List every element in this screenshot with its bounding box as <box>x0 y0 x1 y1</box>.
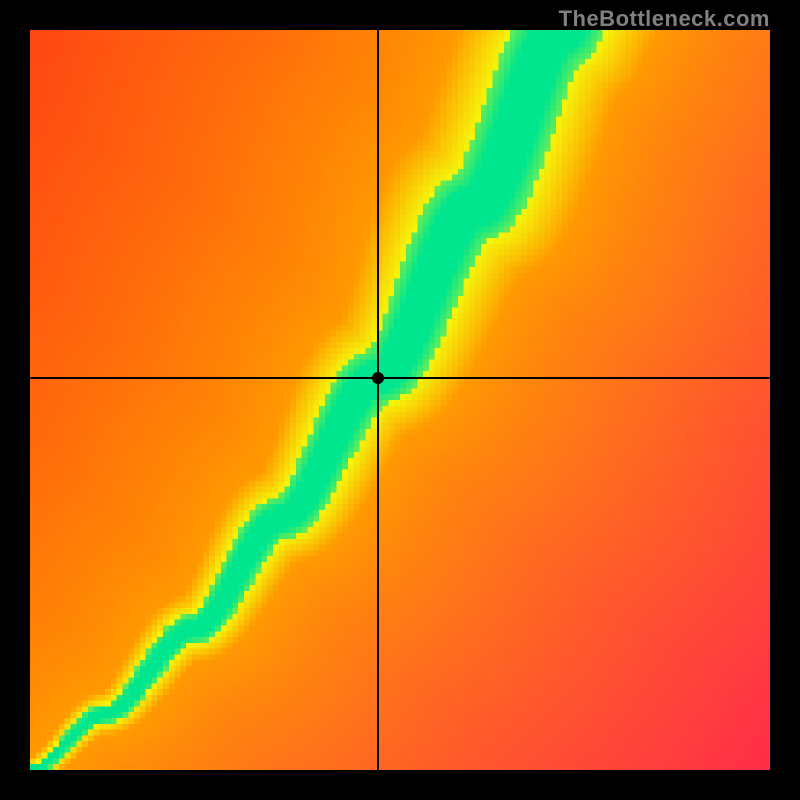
crosshair-horizontal <box>30 377 770 379</box>
crosshair-dot <box>372 372 384 384</box>
chart-container: TheBottleneck.com <box>0 0 800 800</box>
watermark-text: TheBottleneck.com <box>559 6 770 32</box>
bottleneck-heatmap <box>30 30 770 770</box>
crosshair-vertical <box>377 30 379 770</box>
